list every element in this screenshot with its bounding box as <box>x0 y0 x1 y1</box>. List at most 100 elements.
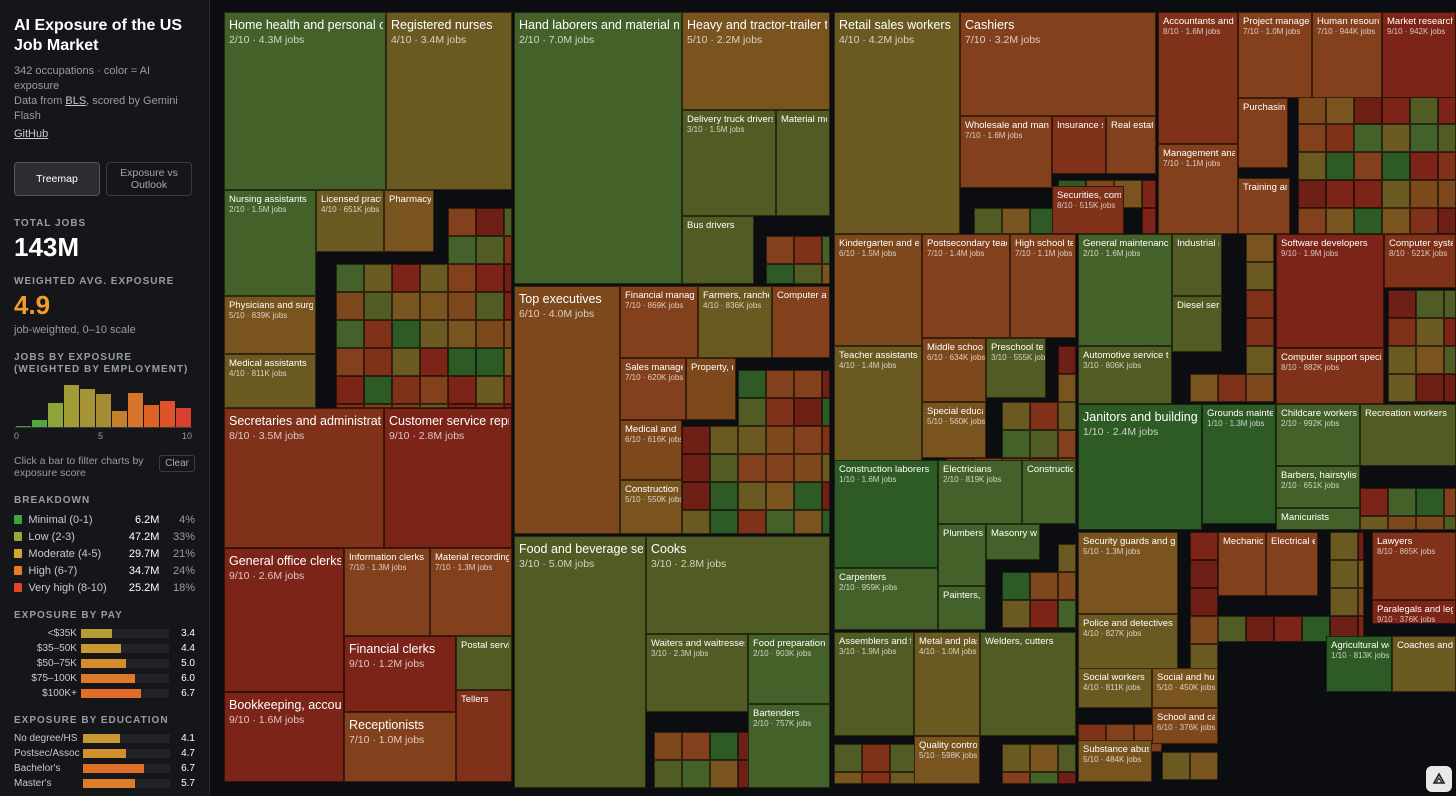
occupation-tile[interactable]: Computer and information systems manager… <box>772 286 830 358</box>
occupation-tile[interactable] <box>1388 488 1416 516</box>
occupation-tile[interactable] <box>1416 488 1444 516</box>
occupation-tile[interactable]: Kindergarten and elementary teachers6/10… <box>834 234 922 346</box>
occupation-tile[interactable]: Construction managers5/10 · 550K jobs <box>620 480 682 534</box>
occupation-tile[interactable] <box>682 426 710 454</box>
occupation-tile[interactable] <box>1326 96 1354 124</box>
occupation-tile[interactable] <box>392 292 420 320</box>
occupation-tile[interactable]: Physicians and surgeons5/10 · 839K jobs <box>224 296 316 354</box>
occupation-tile[interactable] <box>1298 124 1326 152</box>
occupation-tile[interactable]: Bookkeeping, accounting, and auditing cl… <box>224 692 344 782</box>
occupation-tile[interactable] <box>476 376 504 404</box>
occupation-tile[interactable] <box>738 398 766 426</box>
occupation-tile[interactable]: High school teachers7/10 · 1.1M jobs <box>1010 234 1076 338</box>
occupation-tile[interactable]: Recreation workers <box>1360 404 1456 466</box>
occupation-tile[interactable] <box>476 404 504 408</box>
occupation-tile[interactable]: Cashiers 7/10 · 3.2M jobs <box>960 12 1156 116</box>
occupation-tile[interactable] <box>448 404 476 408</box>
occupation-tile[interactable]: Delivery truck drivers 3/10 · 1.5M jobs <box>682 110 776 216</box>
occupation-tile[interactable] <box>504 404 512 408</box>
occupation-tile[interactable] <box>1030 744 1058 772</box>
clear-filter-button[interactable]: Clear <box>159 455 195 472</box>
occupation-tile[interactable] <box>504 292 512 320</box>
occupation-tile[interactable] <box>1298 180 1326 208</box>
occupation-tile[interactable] <box>710 732 738 760</box>
occupation-tile[interactable]: Carpenters 2/10 · 959K jobs <box>834 568 938 630</box>
occupation-tile[interactable] <box>1190 588 1218 616</box>
occupation-tile[interactable]: Human resources specialists7/10 · 944K j… <box>1312 12 1382 98</box>
occupation-tile[interactable]: Sales managers7/10 · 620K jobs <box>620 358 686 420</box>
occupation-tile[interactable] <box>794 426 822 454</box>
occupation-tile[interactable]: Plumbers, pipefitters <box>938 524 986 586</box>
occupation-tile[interactable] <box>1058 600 1076 628</box>
occupation-tile[interactable] <box>834 744 862 772</box>
occupation-tile[interactable] <box>420 292 448 320</box>
occupation-tile[interactable]: Information clerks 7/10 · 1.3M jobs <box>344 548 430 636</box>
occupation-tile[interactable] <box>794 264 822 284</box>
occupation-tile[interactable] <box>766 264 794 284</box>
occupation-tile[interactable] <box>1326 208 1354 234</box>
occupation-tile[interactable] <box>1358 532 1364 560</box>
occupation-tile[interactable] <box>682 510 710 534</box>
occupation-tile[interactable]: Substance abuse counselors5/10 · 484K jo… <box>1078 740 1152 782</box>
occupation-tile[interactable]: Manicurists <box>1276 508 1360 530</box>
occupation-tile[interactable] <box>392 376 420 404</box>
occupation-tile[interactable]: Medical assistants 4/10 · 811K jobs <box>224 354 316 408</box>
occupation-tile[interactable]: Securities, commodities sales agents8/10… <box>1052 186 1124 234</box>
occupation-tile[interactable] <box>1302 616 1330 642</box>
occupation-tile[interactable] <box>1058 772 1076 784</box>
occupation-tile[interactable] <box>682 760 710 788</box>
occupation-tile[interactable] <box>710 482 738 510</box>
occupation-tile[interactable]: Registered nurses 4/10 · 3.4M jobs <box>386 12 512 190</box>
occupation-tile[interactable] <box>392 348 420 376</box>
occupation-tile[interactable] <box>1246 262 1274 290</box>
bls-link[interactable]: BLS <box>65 95 87 107</box>
occupation-tile[interactable] <box>1274 616 1302 642</box>
occupation-tile[interactable] <box>654 760 682 788</box>
occupation-tile[interactable] <box>1298 152 1326 180</box>
occupation-tile[interactable] <box>1246 374 1274 402</box>
occupation-tile[interactable]: Paralegals and legal assistants9/10 · 37… <box>1372 600 1456 624</box>
occupation-tile[interactable] <box>710 510 738 534</box>
occupation-tile[interactable] <box>1058 572 1076 600</box>
occupation-tile[interactable] <box>1246 234 1274 262</box>
occupation-tile[interactable]: Secretaries and administrative assistant… <box>224 408 384 548</box>
occupation-tile[interactable] <box>822 454 830 482</box>
occupation-tile[interactable]: Social and human service assistants5/10 … <box>1152 668 1218 708</box>
breakdown-row[interactable]: Minimal (0-1) 6.2M 4% <box>14 511 195 528</box>
occupation-tile[interactable] <box>1218 616 1246 642</box>
occupation-tile[interactable] <box>794 510 822 534</box>
occupation-tile[interactable]: Diesel service technicians <box>1172 296 1222 352</box>
occupation-tile[interactable] <box>1354 124 1382 152</box>
occupation-tile[interactable]: Financial clerks 9/10 · 1.2M jobs <box>344 636 456 712</box>
occupation-tile[interactable] <box>504 348 512 376</box>
occupation-tile[interactable] <box>794 236 822 264</box>
occupation-tile[interactable] <box>766 398 794 426</box>
occupation-tile[interactable] <box>822 236 830 264</box>
occupation-tile[interactable] <box>1058 402 1076 430</box>
occupation-tile[interactable] <box>1354 180 1382 208</box>
occupation-tile[interactable] <box>1444 488 1456 516</box>
occupation-tile[interactable] <box>392 320 420 348</box>
occupation-tile[interactable] <box>1358 588 1364 616</box>
occupation-tile[interactable] <box>1410 124 1438 152</box>
occupation-tile[interactable] <box>1002 430 1030 458</box>
histogram-bar[interactable] <box>16 426 31 427</box>
occupation-tile[interactable] <box>834 772 862 784</box>
occupation-tile[interactable] <box>336 376 364 404</box>
occupation-tile[interactable] <box>1190 752 1218 780</box>
occupation-tile[interactable] <box>1030 572 1058 600</box>
occupation-tile[interactable]: Hand laborers and material movers 2/10 · … <box>514 12 682 284</box>
occupation-tile[interactable] <box>476 348 504 376</box>
occupation-tile[interactable]: Pharmacy technicians <box>384 190 434 252</box>
occupation-tile[interactable]: Coaches and scouts <box>1392 636 1456 692</box>
occupation-tile[interactable]: Industrial machinery mechanics <box>1172 234 1222 296</box>
occupation-tile[interactable] <box>1002 772 1030 784</box>
occupation-tile[interactable] <box>1190 644 1218 672</box>
occupation-tile[interactable] <box>336 320 364 348</box>
exposure-vs-outlook-button[interactable]: Exposure vs Outlook <box>106 162 192 196</box>
occupation-tile[interactable]: Electrical engineers <box>1266 532 1318 596</box>
occupation-tile[interactable] <box>710 760 738 788</box>
occupation-tile[interactable] <box>1002 402 1030 430</box>
occupation-tile[interactable] <box>822 426 830 454</box>
